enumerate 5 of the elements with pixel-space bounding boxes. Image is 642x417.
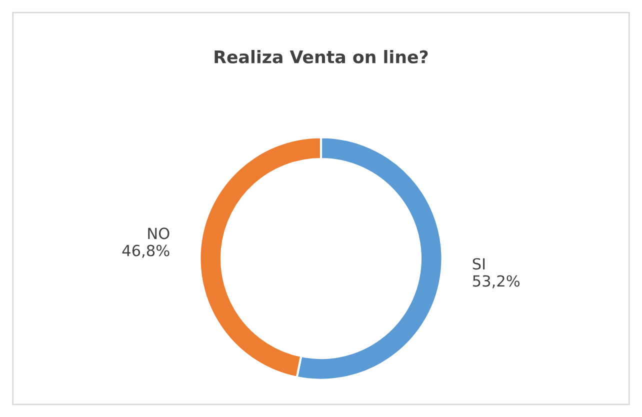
chart-title: Realiza Venta on line? xyxy=(214,50,428,64)
slice-label: NO xyxy=(148,228,170,240)
data-label: 46,8% xyxy=(122,244,170,258)
data-label: 53,2% xyxy=(473,275,520,288)
slice-label: SI xyxy=(472,258,485,270)
